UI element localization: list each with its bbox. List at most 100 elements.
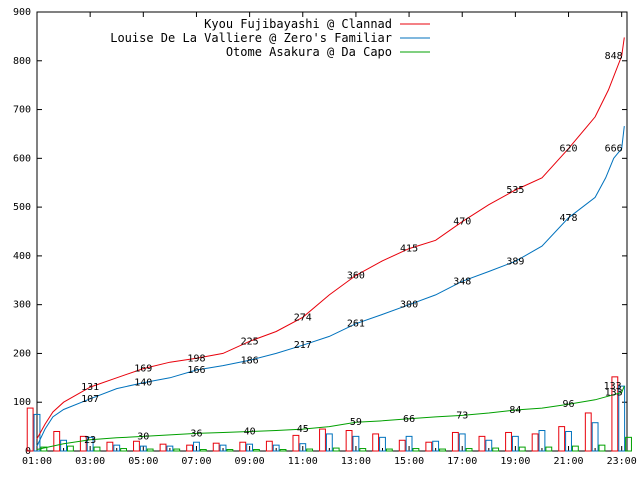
x-tick-label: 01:00	[22, 456, 52, 467]
data-label: 140	[134, 378, 152, 389]
data-label: 23	[84, 435, 96, 446]
data-label: 217	[294, 340, 312, 351]
x-tick-label: 09:00	[235, 456, 265, 467]
hourly-bar	[511, 435, 519, 452]
hourly-bar	[451, 431, 459, 452]
data-label: 848	[605, 51, 623, 62]
series-line	[36, 385, 625, 450]
hourly-bar	[412, 448, 420, 452]
hourly-bar	[405, 435, 413, 452]
hourly-bar	[598, 444, 606, 452]
data-label: 30	[137, 431, 149, 442]
hourly-bar	[79, 435, 87, 452]
y-tick-label: 900	[13, 7, 31, 18]
data-label: 535	[506, 185, 524, 196]
hourly-bar	[531, 433, 539, 452]
hourly-bar	[166, 445, 174, 452]
data-label: 59	[350, 417, 362, 428]
data-label: 84	[509, 405, 521, 416]
data-label: 348	[453, 276, 471, 287]
y-tick-label: 500	[13, 202, 31, 213]
hourly-bar	[106, 441, 114, 452]
data-label: 415	[400, 244, 418, 255]
hourly-bar	[292, 434, 300, 452]
data-label: 133	[605, 387, 623, 398]
legend-label: Kyou Fujibayashi @ Clannad	[204, 17, 392, 31]
data-label: 300	[400, 300, 418, 311]
hourly-bar	[558, 426, 566, 452]
hourly-bar	[379, 436, 386, 452]
hourly-bar	[186, 444, 194, 452]
hourly-bar	[492, 447, 500, 452]
hourly-bar	[199, 449, 207, 452]
hourly-bar	[146, 448, 154, 452]
legend-label: Louise De La Valliere @ Zero's Familiar	[110, 31, 392, 45]
hourly-bar	[133, 440, 140, 452]
hourly-bar	[538, 430, 546, 452]
data-label: 107	[81, 394, 99, 405]
hourly-bar	[432, 440, 440, 452]
y-tick-label: 200	[13, 348, 31, 359]
point-labels: 131 169 198 225 274 360 415 470 535 620 848 107 140 1…	[81, 51, 623, 446]
hourly-bar	[611, 376, 619, 452]
hourly-bar	[398, 439, 406, 452]
hourly-bar	[226, 449, 234, 452]
hourly-bar	[325, 433, 333, 452]
hourly-bar	[272, 444, 280, 452]
data-label: 666	[605, 144, 623, 155]
x-tick-label: 17:00	[447, 456, 477, 467]
data-label: 45	[297, 424, 309, 435]
legend-label: Otome Asakura @ Da Capo	[226, 45, 392, 59]
hourly-bar	[458, 433, 466, 452]
data-label: 225	[241, 336, 259, 347]
hourly-bar	[505, 431, 512, 452]
x-tick-label: 21:00	[553, 456, 583, 467]
x-tick-label: 23:00	[607, 456, 637, 467]
hourly-bar	[465, 448, 473, 452]
hourly-bar	[279, 449, 287, 452]
data-label: 478	[560, 213, 578, 224]
data-label: 36	[190, 428, 202, 439]
hourly-bar	[485, 439, 493, 452]
data-label: 73	[456, 410, 468, 421]
data-label: 66	[403, 414, 415, 425]
plot-frame	[36, 11, 628, 452]
hourly-bar	[212, 442, 220, 452]
hourly-bar	[299, 443, 307, 452]
hourly-bar	[478, 435, 486, 452]
plot-border	[36, 11, 628, 452]
hourly-bar	[618, 385, 626, 452]
hourly-bar	[139, 445, 147, 452]
x-tick-label: 11:00	[288, 456, 318, 467]
hourly-bar	[113, 444, 121, 452]
x-tick-label: 19:00	[500, 456, 530, 467]
hourly-bar	[265, 440, 273, 452]
x-axis: 01:00 03:00 05:00 07:00 09:00 11:00 13:00 15:00…	[22, 12, 637, 467]
hourly-bar	[345, 430, 353, 452]
x-tick-label: 13:00	[341, 456, 371, 467]
hourly-bar	[625, 436, 632, 452]
data-label: 274	[294, 312, 312, 323]
y-tick-label: 800	[13, 56, 31, 67]
series-line	[36, 126, 625, 447]
data-label: 166	[187, 365, 205, 376]
series-line	[36, 37, 625, 440]
hourly-bar	[332, 447, 340, 452]
hourly-bar	[239, 441, 247, 452]
y-tick-label: 600	[13, 153, 31, 164]
x-tick-label: 03:00	[75, 456, 105, 467]
data-label: 360	[347, 270, 365, 281]
hourly-bar	[571, 445, 579, 452]
hourly-bar	[159, 443, 167, 452]
data-label: 96	[563, 399, 575, 410]
y-tick-label: 300	[13, 300, 31, 311]
hourly-bar	[425, 441, 433, 452]
data-label: 261	[347, 319, 365, 330]
y-tick-label: 100	[13, 397, 31, 408]
hourly-bars	[26, 376, 632, 452]
data-label: 186	[241, 355, 259, 366]
x-tick-label: 07:00	[181, 456, 211, 467]
y-tick-label: 700	[13, 105, 31, 116]
